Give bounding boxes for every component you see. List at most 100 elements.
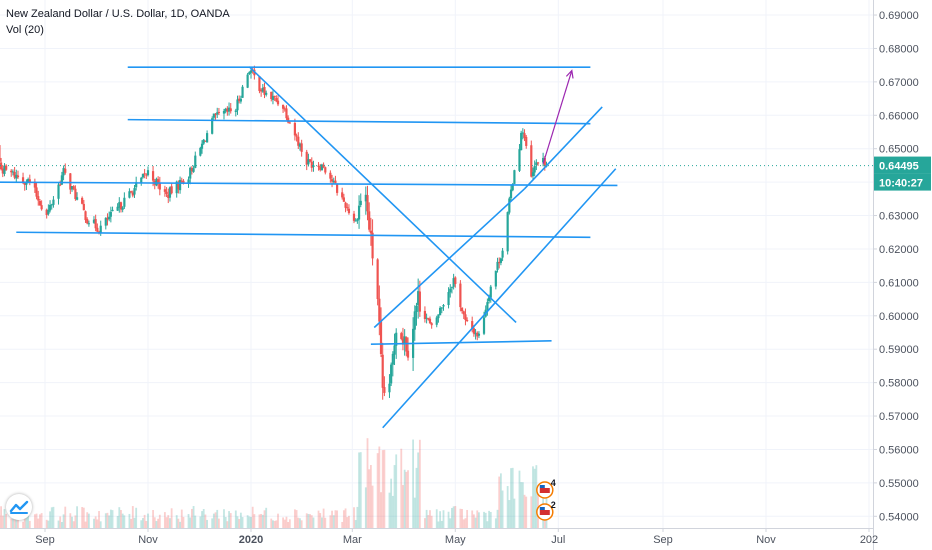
volume-bar bbox=[523, 494, 526, 528]
volume-bar bbox=[71, 516, 73, 528]
time-axis-label: Nov bbox=[138, 534, 158, 546]
volume-bar bbox=[84, 521, 87, 528]
candle-body bbox=[295, 135, 298, 137]
candle-body bbox=[248, 72, 251, 75]
volume-bar bbox=[275, 520, 278, 528]
volume-bar bbox=[118, 507, 121, 528]
event-badge-bottom-count: 2 bbox=[551, 500, 556, 510]
candle-body bbox=[400, 333, 403, 339]
volume-bar bbox=[128, 513, 131, 528]
volume-bar bbox=[76, 506, 78, 528]
volume-bar bbox=[81, 507, 84, 528]
horizontal-level-line bbox=[127, 118, 591, 125]
countdown-label: 10:40:27 bbox=[879, 178, 923, 190]
volume-indicator-label[interactable]: Vol (20) bbox=[6, 24, 44, 36]
candle-body bbox=[157, 179, 160, 184]
candle-body bbox=[341, 192, 344, 198]
volume-bar bbox=[234, 510, 237, 528]
volume-bar bbox=[425, 509, 428, 528]
candle-body bbox=[216, 112, 219, 115]
volume-bar bbox=[403, 469, 406, 528]
candle-body bbox=[217, 111, 221, 113]
volume-bar bbox=[33, 514, 36, 528]
candle-body bbox=[439, 307, 442, 316]
candle-body bbox=[167, 194, 170, 198]
candle-body bbox=[535, 162, 538, 166]
volume-bar bbox=[437, 521, 440, 528]
candle-body bbox=[347, 208, 351, 214]
symbol-title[interactable]: New Zealand Dollar / U.S. Dollar, 1D, OA… bbox=[6, 8, 230, 20]
volume-bar bbox=[121, 513, 124, 528]
candle-body bbox=[342, 197, 345, 202]
candle-body bbox=[69, 173, 72, 190]
volume-bar bbox=[472, 514, 475, 528]
volume-bar bbox=[194, 515, 197, 528]
event-badge-top-flag-icon bbox=[539, 488, 550, 493]
volume-bar bbox=[342, 510, 345, 528]
candle-body bbox=[354, 220, 357, 222]
tradingview-logo-icon[interactable] bbox=[6, 494, 32, 520]
time-axis-label: Nov bbox=[756, 534, 776, 546]
volume-bar bbox=[169, 518, 171, 528]
candle-body bbox=[106, 217, 109, 220]
volume-bar bbox=[140, 520, 143, 528]
volume-bar bbox=[364, 487, 367, 528]
volume-bar bbox=[17, 519, 19, 528]
candle-body bbox=[511, 184, 514, 191]
volume-bar bbox=[214, 512, 217, 528]
time-axis bbox=[0, 528, 873, 550]
candle-body bbox=[59, 184, 62, 186]
volume-bar bbox=[165, 517, 168, 528]
candle-body bbox=[133, 188, 136, 195]
candle-body bbox=[178, 179, 182, 191]
time-axis-label: May bbox=[445, 534, 466, 546]
volume-bar bbox=[341, 521, 344, 528]
candle-body bbox=[413, 311, 416, 330]
volume-bar bbox=[199, 516, 202, 528]
candle-body bbox=[212, 113, 215, 118]
volume-bar bbox=[533, 468, 536, 528]
candle-body bbox=[47, 209, 50, 215]
candle-body bbox=[378, 298, 381, 322]
volume-bar bbox=[353, 507, 355, 528]
candle-body bbox=[205, 133, 209, 143]
candle-body bbox=[368, 211, 371, 230]
candle-body bbox=[428, 318, 432, 324]
volume-bar bbox=[319, 513, 322, 528]
volume-bar bbox=[49, 511, 51, 528]
event-badge-bottom-flag-icon bbox=[539, 510, 550, 515]
candle-body bbox=[371, 232, 374, 259]
volume-bar bbox=[412, 439, 414, 528]
volume-bar bbox=[442, 510, 445, 528]
volume-bar bbox=[402, 485, 404, 528]
candle-body bbox=[322, 164, 325, 168]
candle-body bbox=[329, 172, 332, 179]
candle-body bbox=[293, 122, 297, 136]
volume-bar bbox=[309, 514, 311, 528]
volume-bar bbox=[106, 512, 109, 528]
volume-bar bbox=[37, 518, 40, 528]
volume-bar bbox=[175, 515, 178, 528]
candle-body bbox=[307, 159, 310, 165]
volume-bar bbox=[60, 521, 63, 528]
volume-bar bbox=[116, 515, 119, 528]
candle-body bbox=[530, 145, 533, 177]
candle-body bbox=[523, 133, 526, 138]
candle-body bbox=[450, 287, 454, 289]
candle-body bbox=[494, 270, 497, 287]
volume-bar bbox=[312, 517, 315, 528]
candle-body bbox=[261, 87, 264, 92]
volume-bar bbox=[494, 518, 497, 528]
volume-bar bbox=[272, 520, 274, 528]
volume-bar bbox=[371, 485, 374, 528]
time-axis-label: 2020 bbox=[239, 534, 263, 546]
volume-bar bbox=[405, 471, 408, 528]
candle-body bbox=[536, 162, 540, 164]
candle-body bbox=[287, 117, 290, 123]
volume-bar bbox=[47, 520, 50, 528]
candle-body bbox=[283, 108, 286, 110]
volume-bar bbox=[93, 518, 95, 528]
candle-body bbox=[285, 108, 288, 119]
